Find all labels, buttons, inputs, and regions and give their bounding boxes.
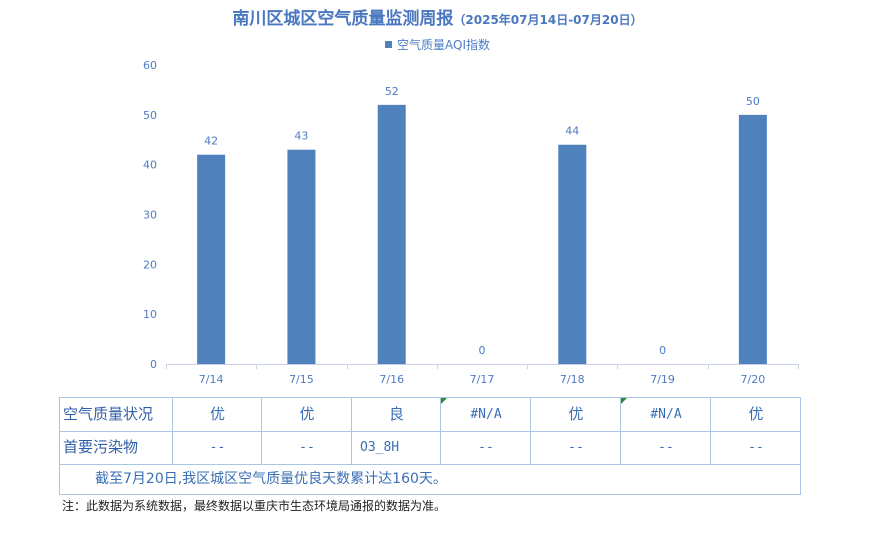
air-quality-table: 空气质量状况 优 优 良 #N/A 优 #N/A 优 首要污染物 -- -- O… xyxy=(59,397,801,495)
error-flag-icon xyxy=(441,398,447,404)
chart-title-main: 南川区城区空气质量监测周报 xyxy=(232,9,454,29)
data-label: 52 xyxy=(385,85,399,98)
y-tick-label: 20 xyxy=(143,258,157,271)
table-row-quality: 空气质量状况 优 优 良 #N/A 优 #N/A 优 xyxy=(60,398,800,432)
pollutant-cell: -- xyxy=(530,431,621,464)
footnote: 注：此数据为系统数据，最终数据以重庆市生态环境局通报的数据为准。 xyxy=(62,499,447,513)
chart-legend: 空气质量AQI指数 xyxy=(0,36,875,53)
error-flag-icon xyxy=(621,398,627,404)
quality-cell: 优 xyxy=(261,398,352,431)
x-tick-label: 7/14 xyxy=(199,373,224,386)
legend-swatch xyxy=(385,41,392,48)
bar xyxy=(287,149,316,364)
data-label: 0 xyxy=(659,344,666,357)
pollutant-cell: -- xyxy=(710,431,801,464)
bar xyxy=(558,144,587,364)
quality-cell: 优 xyxy=(530,398,621,431)
y-tick-label: 10 xyxy=(143,308,157,321)
bar xyxy=(197,154,226,364)
x-tick-label: 7/16 xyxy=(379,373,404,386)
x-tick-label: 7/18 xyxy=(560,373,585,386)
quality-cell: #N/A xyxy=(620,398,711,431)
table-row-summary: 截至7月20日,我区城区空气质量优良天数累计达160天。 xyxy=(60,464,800,494)
bar xyxy=(738,114,767,364)
y-tick-label: 50 xyxy=(143,109,157,122)
quality-cell: 优 xyxy=(172,398,262,431)
x-tick-label: 7/15 xyxy=(289,373,314,386)
row-label-pollutant: 首要污染物 xyxy=(63,438,139,456)
data-label: 44 xyxy=(565,125,579,138)
x-tick-label: 7/19 xyxy=(650,373,675,386)
pollutant-cell: -- xyxy=(440,431,531,464)
chart-title: 南川区城区空气质量监测周报（2025年07月14日-07月20日） xyxy=(0,4,875,29)
pollutant-cell: -- xyxy=(261,431,352,464)
pollutant-cell: O3_8H xyxy=(351,431,440,464)
y-tick-label: 0 xyxy=(150,358,157,371)
data-label: 50 xyxy=(746,95,760,108)
y-tick-label: 60 xyxy=(143,59,157,72)
legend-label: 空气质量AQI指数 xyxy=(397,38,490,52)
data-label: 43 xyxy=(294,130,308,143)
data-label: 42 xyxy=(204,135,218,148)
pollutant-cell: -- xyxy=(172,431,262,464)
chart-title-date-range: （2025年07月14日-07月20日） xyxy=(453,13,643,27)
quality-cell: 优 xyxy=(710,398,801,431)
x-tick-label: 7/17 xyxy=(470,373,495,386)
y-tick-label: 40 xyxy=(143,159,157,172)
bar xyxy=(377,104,406,364)
quality-cell: 良 xyxy=(351,398,441,431)
data-label: 0 xyxy=(479,344,486,357)
table-row-pollutant: 首要污染物 -- -- O3_8H -- -- -- -- xyxy=(60,431,800,465)
x-tick-label: 7/20 xyxy=(741,373,766,386)
pollutant-cell: -- xyxy=(620,431,711,464)
summary-text: 截至7月20日,我区城区空气质量优良天数累计达160天。 xyxy=(95,471,447,487)
quality-cell: #N/A xyxy=(440,398,531,431)
aqi-bar-chart: 0 10 20 30 40 50 60 42 7/14 43 7/15 52 7/16 0 7/17 44 7/… xyxy=(143,59,799,386)
row-label-quality: 空气质量状况 xyxy=(63,405,154,423)
y-tick-label: 30 xyxy=(143,209,157,222)
